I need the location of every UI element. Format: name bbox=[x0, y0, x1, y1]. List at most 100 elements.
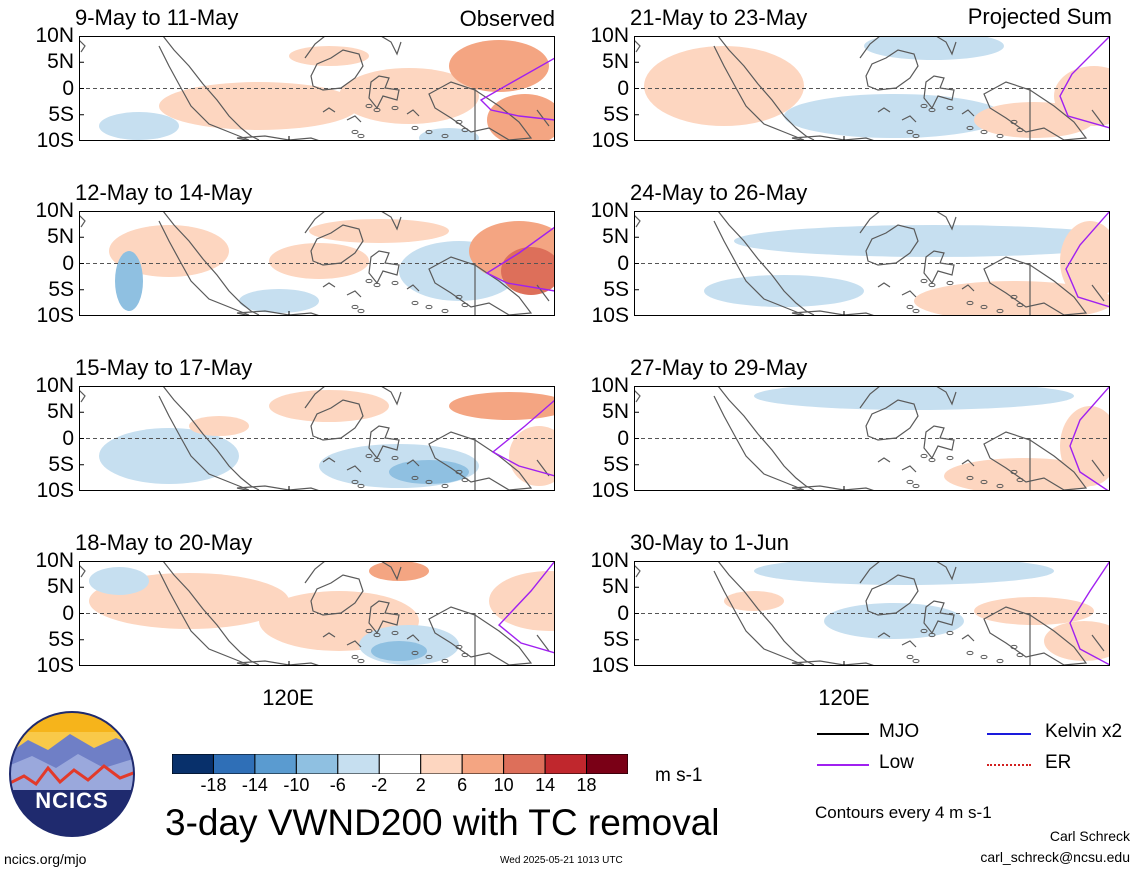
island bbox=[351, 479, 359, 485]
coastline bbox=[717, 386, 815, 491]
coastline bbox=[877, 282, 891, 288]
colorbar-tick-label: -6 bbox=[329, 775, 346, 795]
y-tick-label: 10N bbox=[35, 374, 74, 397]
colorbar-tick-label: 18 bbox=[576, 775, 597, 795]
coastline bbox=[791, 310, 877, 316]
anomaly-shading bbox=[644, 46, 804, 126]
mjo-legend-line bbox=[817, 733, 869, 735]
island bbox=[1010, 644, 1018, 650]
coastline bbox=[304, 561, 326, 584]
island bbox=[912, 483, 920, 489]
island bbox=[996, 658, 1004, 664]
coastline bbox=[304, 211, 326, 234]
island bbox=[946, 280, 954, 286]
main-title: 3-day VWND200 with TC removal bbox=[165, 802, 720, 843]
y-tick-label: 5N bbox=[602, 225, 629, 249]
coastline bbox=[368, 600, 400, 635]
island bbox=[373, 107, 381, 113]
y-tick-label: 5N bbox=[47, 400, 74, 424]
y-tick-label: 5S bbox=[48, 627, 74, 651]
island bbox=[1016, 477, 1024, 483]
projected-sum-label: Projected Sum bbox=[967, 4, 1112, 29]
anomaly-shading bbox=[864, 36, 1004, 60]
colorbar-swatch bbox=[586, 754, 628, 774]
island bbox=[365, 278, 373, 284]
anomaly-shading bbox=[389, 460, 469, 484]
coastline bbox=[1091, 284, 1105, 302]
y-tick-label: 0 bbox=[617, 76, 629, 100]
coastline bbox=[236, 310, 322, 316]
coastline bbox=[236, 485, 322, 491]
island bbox=[425, 654, 433, 660]
anomaly-shading bbox=[824, 603, 964, 639]
colorbar-tick-label: 10 bbox=[493, 775, 514, 795]
y-tick-label: 5S bbox=[603, 627, 629, 651]
anomaly-shading bbox=[944, 458, 1104, 491]
coastline bbox=[322, 107, 336, 113]
anomaly-shading bbox=[734, 225, 1110, 257]
island bbox=[1016, 302, 1024, 308]
author-email: carl_schreck@ncsu.edu bbox=[980, 849, 1130, 865]
island bbox=[391, 280, 399, 286]
coastline bbox=[162, 36, 260, 141]
anomaly-shading bbox=[754, 386, 1074, 410]
coastline bbox=[310, 49, 364, 91]
map-panel-proj4 bbox=[634, 561, 1110, 666]
low-legend-label: Low bbox=[879, 752, 914, 773]
y-tick-label: 10N bbox=[590, 549, 629, 572]
colorbar-swatch bbox=[337, 754, 380, 774]
anomaly-shading bbox=[99, 428, 239, 484]
y-tick-label: 0 bbox=[62, 601, 74, 625]
coastline bbox=[634, 39, 641, 53]
island bbox=[906, 479, 914, 485]
coastline bbox=[923, 600, 955, 635]
island bbox=[425, 129, 433, 135]
anomaly-shading bbox=[724, 591, 784, 611]
island bbox=[441, 483, 449, 489]
panel-title-proj1: 21-May to 23-May bbox=[630, 5, 808, 30]
island bbox=[461, 477, 469, 483]
colorbar-swatch bbox=[378, 754, 422, 774]
coastline bbox=[791, 135, 877, 141]
y-tick-label: 10N bbox=[35, 199, 74, 222]
coastline bbox=[923, 75, 955, 110]
coastline bbox=[877, 107, 891, 113]
colorbar-swatch bbox=[254, 754, 297, 774]
island bbox=[966, 300, 974, 306]
low-contour-line bbox=[1059, 36, 1110, 129]
y-tick-label: 5S bbox=[603, 102, 629, 126]
coastline bbox=[717, 36, 815, 141]
coastline bbox=[79, 39, 86, 53]
y-tick-label: 10S bbox=[591, 479, 629, 502]
map-panel-obs1 bbox=[79, 36, 555, 141]
anomaly-shading bbox=[487, 94, 555, 141]
coastline bbox=[935, 36, 957, 56]
y-tick-label: 10N bbox=[590, 199, 629, 222]
island bbox=[455, 644, 463, 650]
colorbar-swatch bbox=[503, 754, 546, 774]
mjo-legend-label: MJO bbox=[879, 721, 920, 742]
map-panel-proj1 bbox=[634, 36, 1110, 141]
observed-label: Observed bbox=[459, 6, 555, 31]
coastline bbox=[346, 465, 362, 473]
coastline bbox=[380, 36, 402, 56]
y-tick-label: 0 bbox=[62, 251, 74, 275]
map-panel-obs3 bbox=[79, 386, 555, 491]
anomaly-shading bbox=[449, 392, 555, 420]
panel-title-proj2: 24-May to 26-May bbox=[630, 180, 808, 205]
island bbox=[906, 129, 914, 135]
coastline bbox=[368, 425, 400, 460]
coastline bbox=[158, 220, 250, 316]
island bbox=[928, 632, 936, 638]
island bbox=[946, 105, 954, 111]
y-tick-label: 5N bbox=[47, 575, 74, 599]
panel-title-obs1: 9-May to 11-May bbox=[75, 5, 239, 30]
island bbox=[441, 133, 449, 139]
island bbox=[912, 658, 920, 664]
y-tick-label: 10N bbox=[35, 549, 74, 572]
footer-url: ncics.org/mjo bbox=[4, 851, 87, 867]
er-legend-label: ER bbox=[1045, 752, 1072, 773]
island bbox=[928, 282, 936, 288]
coastline bbox=[961, 284, 975, 292]
island bbox=[946, 630, 954, 636]
